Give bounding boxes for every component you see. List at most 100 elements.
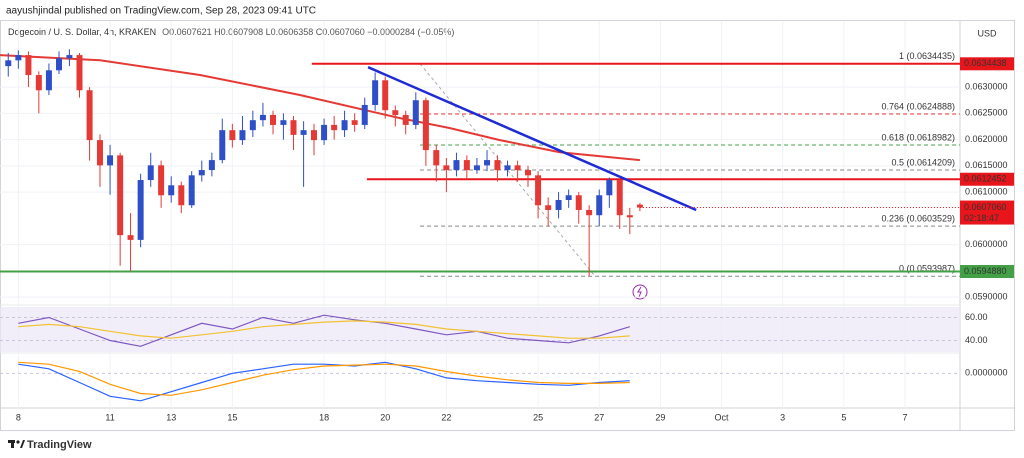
rsi-band	[0, 307, 960, 352]
level-label-box	[960, 265, 1014, 279]
candle-body	[107, 155, 114, 166]
candle-body	[76, 55, 83, 91]
candle-body	[249, 120, 256, 131]
candle-body	[280, 120, 287, 125]
candle-body	[147, 165, 154, 181]
candle-body	[412, 100, 419, 125]
x-tick-label: 15	[227, 412, 237, 422]
event-icon[interactable]	[632, 284, 648, 300]
candle-body	[443, 165, 450, 171]
candle-body	[259, 114, 266, 121]
candle-body	[514, 165, 521, 171]
candle-body	[596, 195, 603, 216]
candle-body	[535, 175, 542, 206]
candle-body	[504, 165, 511, 171]
header: aayushjindal published on TradingView.co…	[6, 6, 316, 17]
candle-body	[208, 160, 215, 171]
trendline	[367, 66, 697, 212]
x-tick-label: 29	[655, 412, 665, 422]
candle-body	[25, 55, 32, 76]
y-tick-label: 40.00	[965, 335, 988, 345]
fib-label: 0.5 (0.0614209)	[891, 157, 955, 167]
candle-body	[239, 130, 246, 141]
level-label: 0.0594880	[964, 266, 1007, 276]
candle-body	[494, 160, 501, 171]
level-label: 0.0612452	[964, 174, 1007, 184]
candle-body	[321, 124, 328, 141]
ohlc-info: O0.0607621 H0.0607908 L0.0606358 C0.0607…	[162, 27, 454, 37]
candle-body	[473, 165, 480, 171]
footer-brand: TradingView	[27, 439, 92, 451]
candle-body	[402, 114, 409, 125]
candle-body	[56, 58, 63, 71]
candle-body	[158, 165, 165, 196]
candle-body	[341, 120, 348, 131]
x-tick-label: 27	[594, 412, 604, 422]
candle-body	[636, 204, 643, 208]
x-tick-label: 7	[902, 412, 907, 422]
candle-body	[525, 170, 531, 176]
candle-body	[117, 155, 124, 236]
y-tick-label: 0.0615000	[965, 160, 1008, 170]
level-label: 0.0634438	[964, 58, 1007, 68]
candle-body	[361, 104, 368, 125]
candle-body	[586, 209, 593, 216]
candle-body	[127, 235, 134, 240]
candle-body	[372, 80, 379, 105]
candle-body	[555, 199, 562, 210]
frame	[0, 20, 1015, 431]
candle-body	[270, 114, 277, 125]
moving-average	[0, 54, 640, 162]
level-label-box	[960, 57, 1014, 71]
indicator-line	[18, 361, 630, 396]
logo-mark	[16, 440, 20, 444]
candle-body	[300, 130, 307, 135]
y-tick-label: 0.0590000	[965, 291, 1008, 301]
candle-body	[35, 75, 42, 91]
x-tick-label: 25	[533, 412, 543, 422]
candle-body	[463, 160, 470, 171]
fib-label: 0.618 (0.0618982)	[881, 132, 955, 142]
candle-body	[382, 80, 389, 111]
level-label-box	[960, 172, 1014, 186]
fib-label: 1 (0.0634435)	[899, 51, 955, 61]
candle-body	[66, 55, 73, 59]
candle-body	[575, 195, 582, 210]
candle-body	[290, 120, 297, 135]
x-tick-label: 20	[380, 412, 390, 422]
candle-body	[565, 195, 572, 200]
y-tick-label: 0.0630000	[965, 81, 1008, 91]
fib-diagonal	[419, 63, 596, 277]
candle-body	[219, 130, 226, 161]
y-tick-label: 0.0600000	[965, 239, 1008, 249]
logo-mark	[11, 440, 14, 448]
candle-body	[392, 110, 399, 115]
event-icon-bolt	[637, 286, 642, 298]
x-tick-label: 18	[319, 412, 329, 422]
candle-body	[15, 55, 22, 61]
fib-label: 0.236 (0.0603529)	[881, 213, 955, 223]
logo-mark	[20, 440, 25, 448]
symbol-title: Dogecoin / U. S. Dollar, 4h, KRAKEN	[8, 27, 156, 37]
x-tick-label: 8	[16, 412, 21, 422]
candle-body	[229, 130, 236, 141]
countdown-label: 02:18:47	[964, 213, 999, 223]
last-price-box	[960, 200, 1014, 225]
candle-body	[545, 205, 552, 210]
candle-body	[96, 140, 103, 166]
candle-body	[484, 160, 491, 166]
candle-body	[86, 90, 93, 141]
candle-body	[45, 70, 52, 91]
y-tick-label: 0.0000000	[965, 368, 1008, 378]
logo: TradingView	[8, 439, 92, 451]
y-tick-label: 0.0620000	[965, 134, 1008, 144]
x-tick-label: 13	[166, 412, 176, 422]
candle-body	[626, 215, 633, 218]
x-tick-label: Oct	[715, 412, 730, 422]
candle-body	[606, 180, 613, 196]
candle-body	[433, 150, 440, 166]
x-tick-label: 22	[441, 412, 451, 422]
currency: USD	[977, 28, 997, 38]
candle-body	[137, 180, 144, 240]
symbol-line: Dogecoin / U. S. Dollar, 4h, KRAKEN O0.06…	[8, 27, 454, 37]
